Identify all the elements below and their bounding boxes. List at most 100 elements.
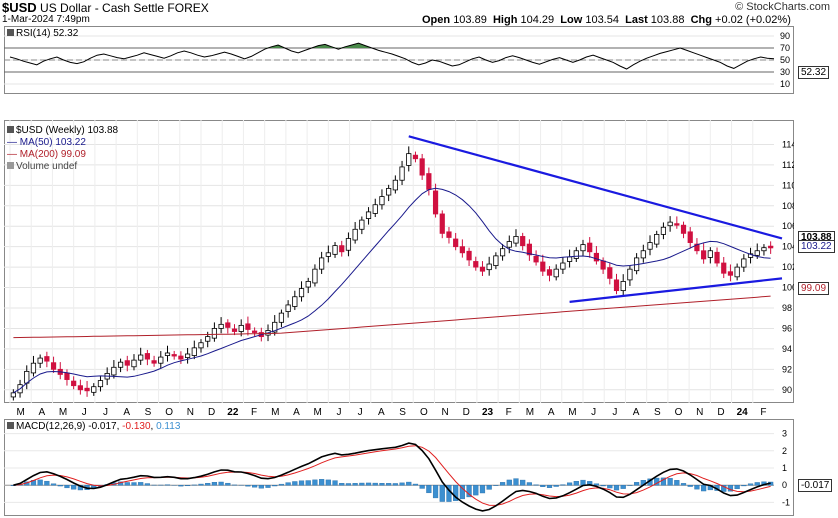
candle-body [198,342,204,349]
x-tick-label: A [293,407,300,418]
price-chart: 114 112 110 108 106 104 102 100 98 96 94 92 90 [4,120,794,403]
macd-histogram-bar [607,484,613,489]
price-tick-label: 92 [782,364,792,374]
x-tick-label: O [675,407,683,418]
candle-body [446,231,452,238]
candle-body [660,226,667,235]
price-tick-label: 102 [782,262,794,272]
x-tick-label: D [463,407,470,418]
candle-body [540,261,546,272]
rsi-chart: 90 70 50 30 10 [4,31,790,89]
ma50-line [13,187,771,394]
change-value: +0.02 (+0.02%) [715,14,791,26]
candle-body [607,267,613,279]
macd-histogram-bar [560,484,566,486]
candle-body [506,241,512,248]
candle-body [252,330,258,333]
symbol: $USD [2,0,37,15]
candle-body [386,188,392,196]
x-tick-label: M [59,407,67,418]
candle-body [694,243,700,252]
macd-histogram-bar [359,482,365,486]
x-tick-label: F [506,407,512,418]
candle-body [124,360,130,366]
candle-body [768,245,774,249]
macd-histogram-bar [50,483,57,486]
candle-body [587,242,593,253]
macd-histogram-bar [741,484,747,487]
legend-ma50: — MA(50) 103.22 [7,137,86,148]
candle-body [526,243,532,256]
macd-histogram-bar [205,482,211,486]
macd-histogram-bar [252,484,258,488]
candle-body [473,261,479,268]
macd-legend: MACD(12,26,9) -0.017, -0.130, 0.113 [7,421,180,432]
candle-body [84,387,90,392]
last-value: 103.88 [650,14,685,26]
macd-histogram-bar [71,484,77,490]
candle-body [520,236,526,247]
candle-body [339,245,345,253]
macd-histogram-bar [747,483,754,486]
candle-body [453,238,459,248]
x-tick-label: M [568,407,576,418]
macd-histogram-bar [198,483,204,486]
macd-histogram-bar [386,483,392,486]
x-tick-label: A [633,407,640,418]
macd-histogram-bar [399,482,405,486]
candle-body [707,250,713,258]
candle-body [97,380,104,388]
macd-histogram-bar [754,482,760,486]
macd-histogram-bar [184,484,191,487]
macd-histogram-bar [392,483,398,486]
rsi-tick-label: 70 [780,43,790,53]
macd-histogram-bar [312,479,318,486]
candle-body [164,352,171,356]
chart-date: 1-Mar-2024 7:49pm [2,14,90,25]
legend-volume: Volume undef [7,161,118,173]
candle-body [64,372,70,380]
macd-histogram-bar [245,484,251,487]
high-value: 104.29 [520,14,555,26]
macd-histogram-bar [131,482,137,486]
candle-body [593,252,600,262]
macd-histogram-bar [540,484,546,487]
macd-histogram-bar [453,484,459,501]
macd-histogram-bar [721,484,727,492]
macd-histogram-bar [406,481,412,486]
candle-body [298,288,305,298]
macd-histogram-bar [506,479,512,486]
macd-histogram-bar [426,484,432,494]
candle-body [553,268,559,278]
x-tick-label: 22 [227,407,239,418]
ma200-line [13,295,771,339]
macd-histogram-bar [479,484,486,494]
macd-histogram-bar [124,482,130,486]
macd-tick-label: 3 [782,429,787,439]
macd-histogram-bar [694,484,700,490]
candle-body [178,355,184,360]
macd-histogram-bar [459,484,465,500]
x-tick-label: F [251,407,257,418]
macd-histogram-bar [178,484,184,487]
x-tick-label: O [420,407,428,418]
candle-body [211,328,218,339]
price-tick-label: 98 [782,303,792,313]
macd-histogram-bar [634,482,640,486]
instrument-name: US Dollar - Cash Settle [40,1,165,15]
candle-body [580,244,586,252]
ma200-tag: 99.09 [798,282,830,295]
rsi-tick-label: 50 [780,55,790,65]
x-tick-label: S [654,407,661,418]
candle-body [138,354,144,361]
price-tick-label: 90 [782,385,792,395]
price-tick-label: 112 [782,160,794,170]
macd-histogram-bar [372,482,378,486]
candle-body [412,154,419,160]
rsi-tick-label: 30 [780,67,790,77]
macd-tick-label: -1 [782,497,790,507]
candle-body [687,231,693,243]
rsi-legend: RSI(14) 52.32 [7,28,78,39]
price-tick-label: 108 [782,201,794,211]
x-tick-label: D [208,407,215,418]
